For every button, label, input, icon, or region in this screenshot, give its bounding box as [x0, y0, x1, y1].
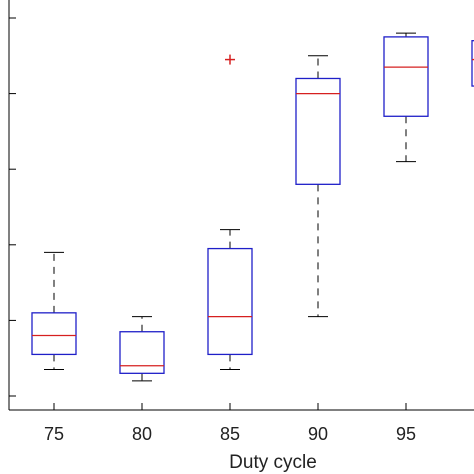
y-axis-ticks	[9, 17, 16, 397]
box-85	[207, 54, 253, 371]
iqr-box	[295, 77, 341, 185]
plot-frame	[8, 0, 474, 411]
iqr-box	[471, 40, 474, 87]
iqr-box	[119, 331, 165, 374]
box-95	[383, 32, 429, 163]
box-75	[31, 251, 77, 371]
iqr-box	[207, 247, 253, 356]
x-axis-ticks	[53, 403, 407, 410]
x-axis-title: Duty cycle	[229, 452, 317, 473]
x-tick-label: 95	[396, 424, 416, 444]
boxes	[31, 32, 474, 382]
box-80	[119, 316, 165, 382]
box-90	[295, 55, 341, 318]
iqr-box	[383, 36, 429, 117]
iqr-box	[31, 312, 77, 356]
x-tick-label: 85	[220, 424, 240, 444]
box-100	[471, 40, 474, 87]
x-tick-label: 90	[308, 424, 328, 444]
x-tick-label: 80	[132, 424, 152, 444]
x-tick-label: 75	[44, 424, 64, 444]
x-tick-labels: 7580859095100	[44, 424, 416, 444]
